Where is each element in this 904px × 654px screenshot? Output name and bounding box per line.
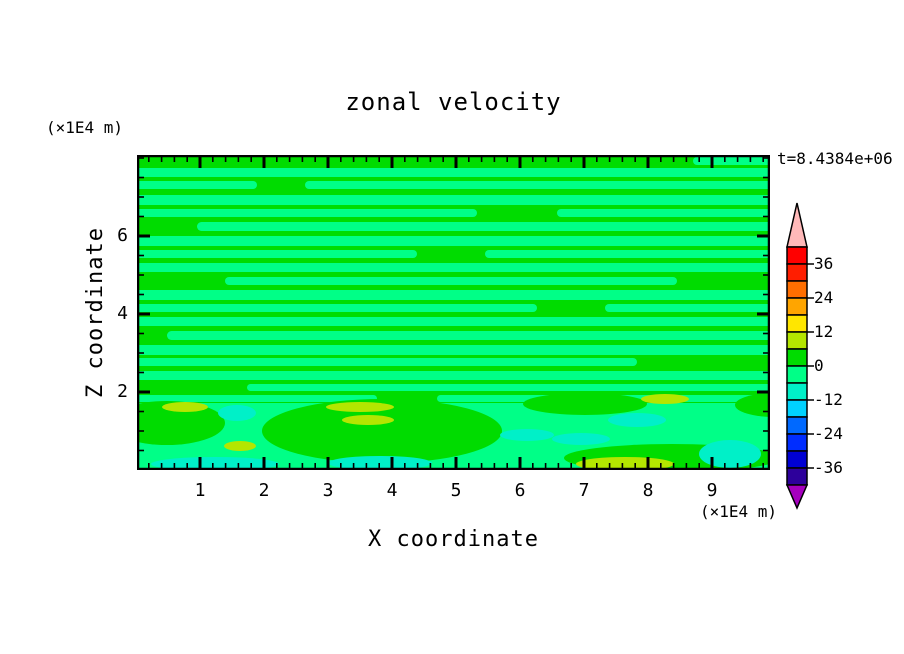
- colorbar-box: [786, 331, 808, 350]
- contour-band-neg: [693, 157, 770, 165]
- contour-patch-pos12: [641, 394, 689, 404]
- x-tick-label: 2: [258, 480, 270, 501]
- contour-band-neg: [137, 263, 770, 272]
- contour-band-neg: [137, 168, 770, 177]
- colorbar-box: [786, 280, 808, 299]
- y-tick-label: 2: [117, 381, 128, 402]
- contour-band-neg: [137, 250, 417, 258]
- y-tick-label: 4: [117, 303, 128, 324]
- colorbar-tick-label: -24: [814, 424, 843, 443]
- colorbar-box: [786, 467, 808, 486]
- colorbar-tick-label: 36: [814, 254, 834, 273]
- contour-island-pos: [523, 393, 647, 415]
- colorbar-box: [786, 246, 808, 265]
- contour-band-neg: [197, 222, 770, 231]
- colorbar-box: [786, 314, 808, 333]
- y-tick-label: 6: [117, 225, 128, 246]
- colorbar-box: [786, 382, 808, 401]
- contour-plot: [137, 155, 770, 470]
- contour-band-neg: [137, 304, 537, 312]
- contour-patch-pos12: [342, 415, 394, 425]
- colorbar-box: [786, 416, 808, 435]
- colorbar-under-arrow: [785, 484, 809, 510]
- x-tick-label: 9: [706, 480, 718, 501]
- colorbar-tick-label: 24: [814, 288, 834, 307]
- contour-patch-neg12: [699, 440, 761, 468]
- colorbar-tick-label: -12: [814, 390, 843, 409]
- x-tick-label: 1: [194, 480, 206, 501]
- contour-patch-pos12: [162, 402, 208, 412]
- contour-band-neg: [485, 250, 770, 258]
- contour-band-neg: [137, 181, 257, 189]
- contour-band-neg: [557, 209, 770, 217]
- colorbar-box: [786, 348, 808, 367]
- contour-band-neg: [225, 277, 677, 285]
- colorbar: [785, 202, 814, 510]
- contour-band-neg: [167, 331, 770, 340]
- contour-patch-neg12: [151, 457, 279, 470]
- x-axis-title: X coordinate: [368, 527, 539, 552]
- colorbar-box: [786, 365, 808, 384]
- colorbar-tick-label: 0: [814, 356, 824, 375]
- x-tick-label: 8: [642, 480, 654, 501]
- plot-title: zonal velocity: [345, 88, 562, 116]
- contour-band-neg: [137, 236, 770, 246]
- contour-band-neg: [605, 304, 770, 312]
- contour-patch-neg12: [218, 405, 256, 421]
- contour-patch-pos12: [326, 402, 394, 412]
- x-tick-label: 5: [450, 480, 462, 501]
- contour-patch-pos12: [224, 441, 256, 451]
- contour-patch-neg12: [552, 433, 610, 445]
- colorbar-tick-label: -36: [814, 458, 843, 477]
- colorbar-box: [786, 263, 808, 282]
- colorbar-box: [786, 399, 808, 418]
- contour-band-neg: [137, 317, 770, 326]
- colorbar-box: [786, 450, 808, 469]
- x-tick-label: 7: [578, 480, 590, 501]
- x-tick-label: 3: [322, 480, 334, 501]
- contour-patch-neg12: [500, 429, 554, 441]
- contour-band-neg: [137, 209, 477, 217]
- time-annotation: t=8.4384e+06: [777, 149, 893, 168]
- contour-band-neg: [137, 290, 770, 300]
- colorbar-tick-label: 12: [814, 322, 834, 341]
- x-axis-unit-label: (×1E4 m): [699, 502, 777, 521]
- y-axis-unit-label: (×1E4 m): [46, 118, 124, 137]
- contour-band-neg: [137, 345, 770, 355]
- contour-band-neg: [137, 371, 770, 380]
- contour-island-pos: [137, 401, 225, 445]
- contour-band-neg: [305, 181, 770, 189]
- contour-patch-neg12: [608, 413, 666, 427]
- colorbar-box: [786, 433, 808, 452]
- x-tick-label: 4: [386, 480, 398, 501]
- contour-band-neg: [137, 358, 637, 366]
- colorbar-box: [786, 297, 808, 316]
- contour-band-neg: [137, 195, 770, 205]
- contour-island-pos: [262, 399, 502, 463]
- x-tick-label: 6: [514, 480, 526, 501]
- contour-island-pos: [735, 393, 770, 417]
- contour-band-neg: [137, 395, 377, 402]
- contour-band-neg: [247, 384, 770, 391]
- colorbar-over-arrow: [786, 202, 808, 248]
